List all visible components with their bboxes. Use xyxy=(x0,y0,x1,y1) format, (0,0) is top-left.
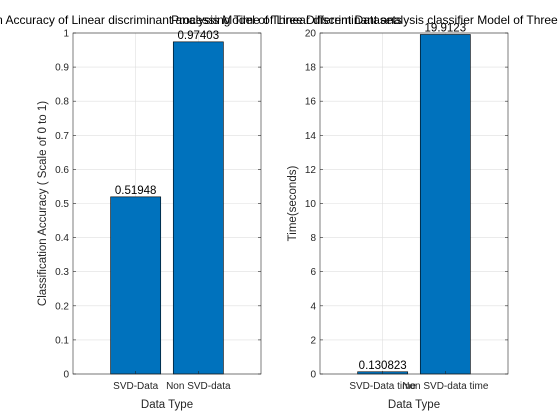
accuracy-y-axis-label: Classification Accuracy ( Scale of 0 to … xyxy=(37,101,49,306)
time-bar-2 xyxy=(420,34,470,374)
accuracy-data-label: 0.51948 xyxy=(115,185,157,197)
time-y-tick-label: 4 xyxy=(310,301,316,312)
time-y-tick-label: 8 xyxy=(310,233,316,244)
accuracy-x-tick-label: Non SVD-data xyxy=(166,381,231,392)
time-y-tick-label: 16 xyxy=(305,97,317,108)
time-y-tick-label: 2 xyxy=(310,335,316,346)
accuracy-y-tick-label: 0.2 xyxy=(55,301,69,312)
time-x-tick-label: Non SVD-data time xyxy=(402,381,489,392)
time-y-tick-label: 18 xyxy=(305,63,317,74)
accuracy-y-tick-label: 0.5 xyxy=(55,199,69,210)
accuracy-bar-1 xyxy=(111,197,161,374)
accuracy-x-axis-label: Data Type xyxy=(141,399,193,411)
accuracy-y-tick-label: 0.1 xyxy=(55,335,69,346)
accuracy-x-tick-label: SVD-Data xyxy=(113,381,158,392)
accuracy-y-tick-label: 0.7 xyxy=(55,131,69,142)
accuracy-y-tick-label: 0 xyxy=(63,370,69,381)
time-y-tick-label: 10 xyxy=(305,199,317,210)
time-y-tick-label: 0 xyxy=(310,370,316,381)
time-data-label: 0.130823 xyxy=(359,360,407,372)
time-y-axis-label: Time(seconds) xyxy=(287,166,299,242)
time-y-tick-label: 12 xyxy=(305,165,317,176)
accuracy-y-tick-label: 0.8 xyxy=(55,97,69,108)
time-x-axis-label: Data Type xyxy=(388,399,440,411)
time-y-tick-label: 6 xyxy=(310,267,316,278)
accuracy-y-tick-label: 0.6 xyxy=(55,165,69,176)
accuracy-y-tick-label: 1 xyxy=(63,29,69,40)
accuracy-y-tick-label: 0.3 xyxy=(55,267,69,278)
time-y-tick-label: 20 xyxy=(305,29,317,40)
time-y-tick-label: 14 xyxy=(305,131,317,142)
accuracy-y-tick-label: 0.4 xyxy=(55,233,69,244)
time-title: Processing Time of Linear discriminant a… xyxy=(171,13,560,27)
accuracy-data-label: 0.97403 xyxy=(178,30,220,42)
accuracy-y-tick-label: 0.9 xyxy=(55,63,69,74)
accuracy-bar-2 xyxy=(173,42,223,374)
